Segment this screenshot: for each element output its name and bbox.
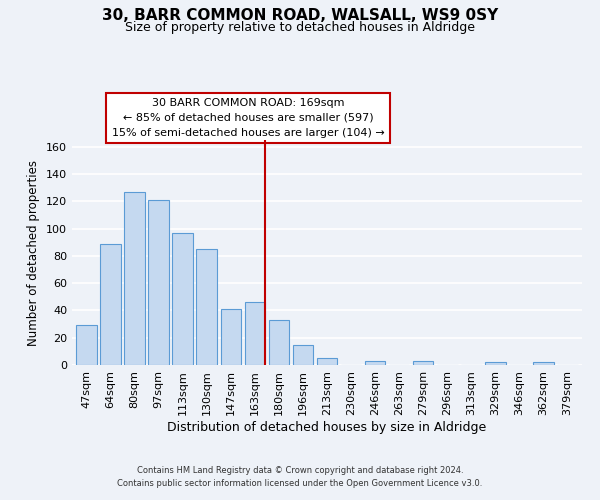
Bar	[100, 244, 121, 365]
Bar	[293, 344, 313, 365]
Bar	[485, 362, 506, 365]
Bar	[221, 309, 241, 365]
Bar	[317, 358, 337, 365]
Text: 30 BARR COMMON ROAD: 169sqm
← 85% of detached houses are smaller (597)
15% of se: 30 BARR COMMON ROAD: 169sqm ← 85% of det…	[112, 98, 385, 138]
X-axis label: Distribution of detached houses by size in Aldridge: Distribution of detached houses by size …	[167, 420, 487, 434]
Text: Size of property relative to detached houses in Aldridge: Size of property relative to detached ho…	[125, 21, 475, 34]
Y-axis label: Number of detached properties: Number of detached properties	[28, 160, 40, 346]
Text: Contains HM Land Registry data © Crown copyright and database right 2024.
Contai: Contains HM Land Registry data © Crown c…	[118, 466, 482, 487]
Bar	[148, 200, 169, 365]
Bar	[413, 361, 433, 365]
Bar	[196, 249, 217, 365]
Text: 30, BARR COMMON ROAD, WALSALL, WS9 0SY: 30, BARR COMMON ROAD, WALSALL, WS9 0SY	[102, 8, 498, 22]
Bar	[76, 326, 97, 365]
Bar	[124, 192, 145, 365]
Bar	[269, 320, 289, 365]
Bar	[172, 232, 193, 365]
Bar	[533, 362, 554, 365]
Bar	[365, 361, 385, 365]
Bar	[245, 302, 265, 365]
